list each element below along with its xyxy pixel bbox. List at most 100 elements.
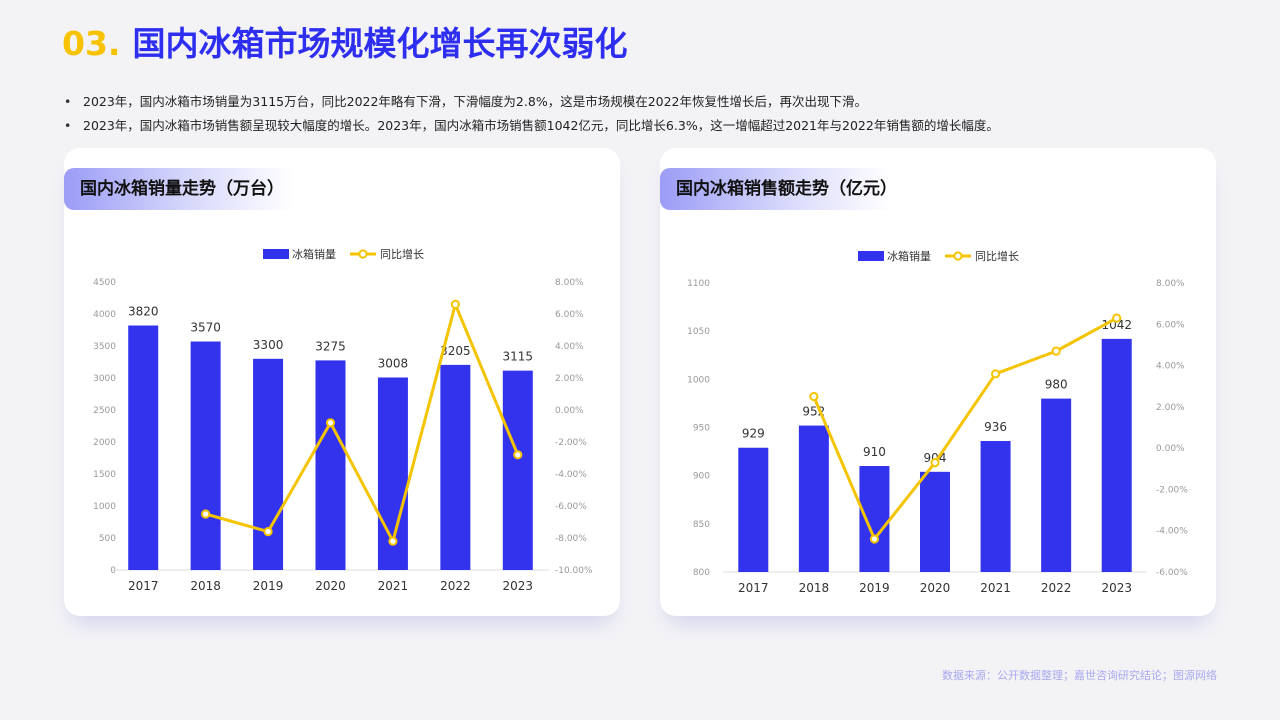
bar-value-label: 910 xyxy=(863,445,886,459)
y-axis-tick-label: 500 xyxy=(99,534,116,544)
y2-axis-tick-label: -4.00% xyxy=(555,470,587,480)
y-axis-tick-label: 3500 xyxy=(93,342,116,352)
legend-bar-label: 冰箱销量 xyxy=(292,247,336,261)
y2-axis-tick-label: 0.00% xyxy=(1156,444,1185,454)
growth-point xyxy=(869,534,880,544)
bar-value-label: 3820 xyxy=(128,305,159,319)
legend-line-marker xyxy=(358,249,368,259)
y-axis-tick-label: 4000 xyxy=(93,310,116,320)
y-axis-tick-label: 2000 xyxy=(93,438,116,448)
y-axis-tick-label: 1000 xyxy=(687,375,710,385)
y2-axis-tick-label: -6.00% xyxy=(1156,568,1188,578)
bar xyxy=(190,341,221,570)
x-axis-tick-label: 2023 xyxy=(1101,581,1132,595)
x-axis-tick-label: 2019 xyxy=(253,579,284,593)
x-axis-tick-label: 2017 xyxy=(738,581,769,595)
growth-point xyxy=(325,418,336,428)
growth-point xyxy=(1112,313,1122,323)
y-axis-tick-label: 2500 xyxy=(93,406,116,416)
sales-revenue-chart: 800 850 900 950 1000 1050 1100 -6.00% -4.00% -2.0… xyxy=(687,249,1188,595)
bar-value-label: 3300 xyxy=(253,338,284,352)
y-axis-tick-label: 4500 xyxy=(93,278,116,288)
sales-volume-card: 国内冰箱销量走势（万台） 0 500 1000 1500 2000 2500 3000 350… xyxy=(64,148,620,616)
section-number: 03. xyxy=(62,24,121,63)
growth-point xyxy=(1051,346,1061,356)
y2-axis-tick-label: 4.00% xyxy=(1156,362,1185,372)
y2-axis-tick-label: -2.00% xyxy=(555,438,587,448)
y2-axis-tick-label: -6.00% xyxy=(555,502,587,512)
x-axis-tick-label: 2022 xyxy=(1041,581,1072,595)
growth-line xyxy=(812,316,1118,541)
y-axis-tick-label: 0 xyxy=(110,566,116,576)
legend-bar-label: 冰箱销量 xyxy=(887,249,931,263)
bar-value-label: 3570 xyxy=(190,321,221,335)
x-axis-tick-label: 2020 xyxy=(315,579,346,593)
growth-point xyxy=(263,527,273,537)
growth-line xyxy=(205,302,520,543)
bar xyxy=(315,360,346,570)
x-axis-tick-label: 2019 xyxy=(859,581,890,595)
legend-line-marker xyxy=(953,251,963,261)
y-axis-tick-label: 1500 xyxy=(93,470,116,480)
y2-axis-tick-label: 2.00% xyxy=(555,374,584,384)
legend-line-label: 同比增长 xyxy=(975,249,1019,263)
y2-axis-tick-label: 0.00% xyxy=(555,406,584,416)
bar xyxy=(502,370,533,570)
chart-title: 国内冰箱销量走势（万台） xyxy=(64,168,294,210)
y-axis-tick-label: 1000 xyxy=(93,502,116,512)
y-axis-tick-label: 1100 xyxy=(687,279,710,289)
y-axis-tick-label: 850 xyxy=(693,520,710,530)
y2-axis-tick-label: 4.00% xyxy=(555,342,584,352)
y-axis-tick-label: 950 xyxy=(693,424,710,434)
x-axis-tick-label: 2017 xyxy=(128,579,159,593)
bar-value-label: 929 xyxy=(742,427,765,441)
x-axis-tick-label: 2018 xyxy=(799,581,830,595)
growth-point xyxy=(513,450,523,460)
bar-value-label: 3115 xyxy=(503,350,534,364)
bar xyxy=(798,425,829,572)
data-source-note: 数据来源：公开数据整理；嘉世咨询研究结论；图源网络 xyxy=(942,669,1217,682)
bar-value-label: 3205 xyxy=(440,344,471,358)
y2-axis-tick-label: 6.00% xyxy=(1156,320,1185,330)
growth-point xyxy=(809,391,819,402)
bar xyxy=(253,358,284,570)
y-axis-tick-label: 900 xyxy=(693,472,710,482)
bar xyxy=(980,440,1011,572)
y2-axis-tick-label: 8.00% xyxy=(1156,279,1185,289)
growth-point xyxy=(201,509,211,519)
growth-point xyxy=(930,457,940,468)
summary-item: 2023年，国内冰箱市场销售额呈现较大幅度的增长。2023年，国内冰箱市场销售额… xyxy=(64,114,999,138)
bar xyxy=(1041,398,1072,572)
y2-axis-tick-label: -10.00% xyxy=(555,566,593,576)
x-axis-tick-label: 2022 xyxy=(440,579,471,593)
x-axis-tick-label: 2023 xyxy=(503,579,534,593)
legend-line-label: 同比增长 xyxy=(380,247,424,261)
bar-value-label: 3275 xyxy=(315,339,346,353)
y2-axis-tick-label: -8.00% xyxy=(555,534,587,544)
y-axis-tick-label: 3000 xyxy=(93,374,116,384)
sales-volume-chart: 0 500 1000 1500 2000 2500 3000 3500 4000 4500 -10.… xyxy=(93,247,593,593)
bar xyxy=(738,447,769,572)
y2-axis-tick-label: -2.00% xyxy=(1156,485,1188,495)
y-axis-tick-label: 800 xyxy=(693,568,710,578)
bar-value-label: 3008 xyxy=(378,356,409,370)
bar xyxy=(128,325,159,570)
sales-revenue-card: 国内冰箱销售额走势（亿元） 800 850 900 950 1000 1050 1100 -6… xyxy=(660,148,1216,616)
summary-item: 2023年，国内冰箱市场销量为3115万台，同比2022年略有下滑，下滑幅度为2… xyxy=(64,90,999,114)
x-axis-tick-label: 2018 xyxy=(190,579,221,593)
bar xyxy=(859,466,890,572)
section-title: 国内冰箱市场规模化增长再次弱化 xyxy=(132,24,628,63)
y2-axis-tick-label: 6.00% xyxy=(555,310,584,320)
legend-bar-swatch xyxy=(263,249,289,259)
y2-axis-tick-label: 2.00% xyxy=(1156,403,1185,413)
page-title: 03. 国内冰箱市场规模化增长再次弱化 xyxy=(62,22,627,66)
bar xyxy=(1101,338,1132,572)
y-axis-tick-label: 1050 xyxy=(687,327,710,337)
x-axis-tick-label: 2021 xyxy=(378,579,409,593)
growth-point xyxy=(450,299,460,309)
legend-bar-swatch xyxy=(858,251,884,261)
y2-axis-tick-label: -4.00% xyxy=(1156,527,1188,537)
chart-title: 国内冰箱销售额走势（亿元） xyxy=(660,168,897,210)
growth-point xyxy=(388,536,398,546)
bar-value-label: 980 xyxy=(1045,378,1068,392)
